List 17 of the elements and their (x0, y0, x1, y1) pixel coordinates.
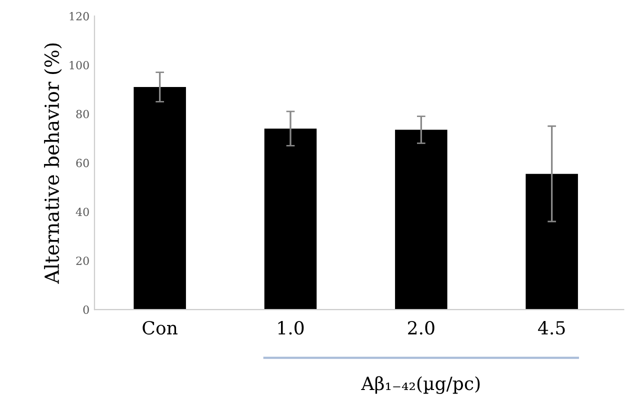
x-tick-label: 2.0 (408, 320, 434, 335)
x-axis-title: Aβ₁₋₄₂(µg/pc) (361, 376, 480, 394)
y-tick-label: 100 (70, 60, 89, 70)
bar (134, 87, 186, 310)
x-tick-label: Con (142, 320, 178, 335)
bar (526, 174, 578, 310)
bar (395, 130, 448, 310)
bar (264, 128, 317, 310)
x-tick-label: 1.0 (278, 320, 304, 335)
y-tick-label: 80 (76, 110, 89, 118)
y-axis-title: Alternative behavior (%) (44, 43, 62, 284)
y-tick-label: 0 (83, 306, 89, 314)
y-tick-label: 120 (70, 12, 89, 20)
x-tick-label: 4.5 (538, 320, 565, 335)
y-tick-label: 20 (76, 256, 89, 266)
y-tick-label: 60 (76, 158, 89, 168)
y-tick-label: 40 (76, 208, 89, 216)
